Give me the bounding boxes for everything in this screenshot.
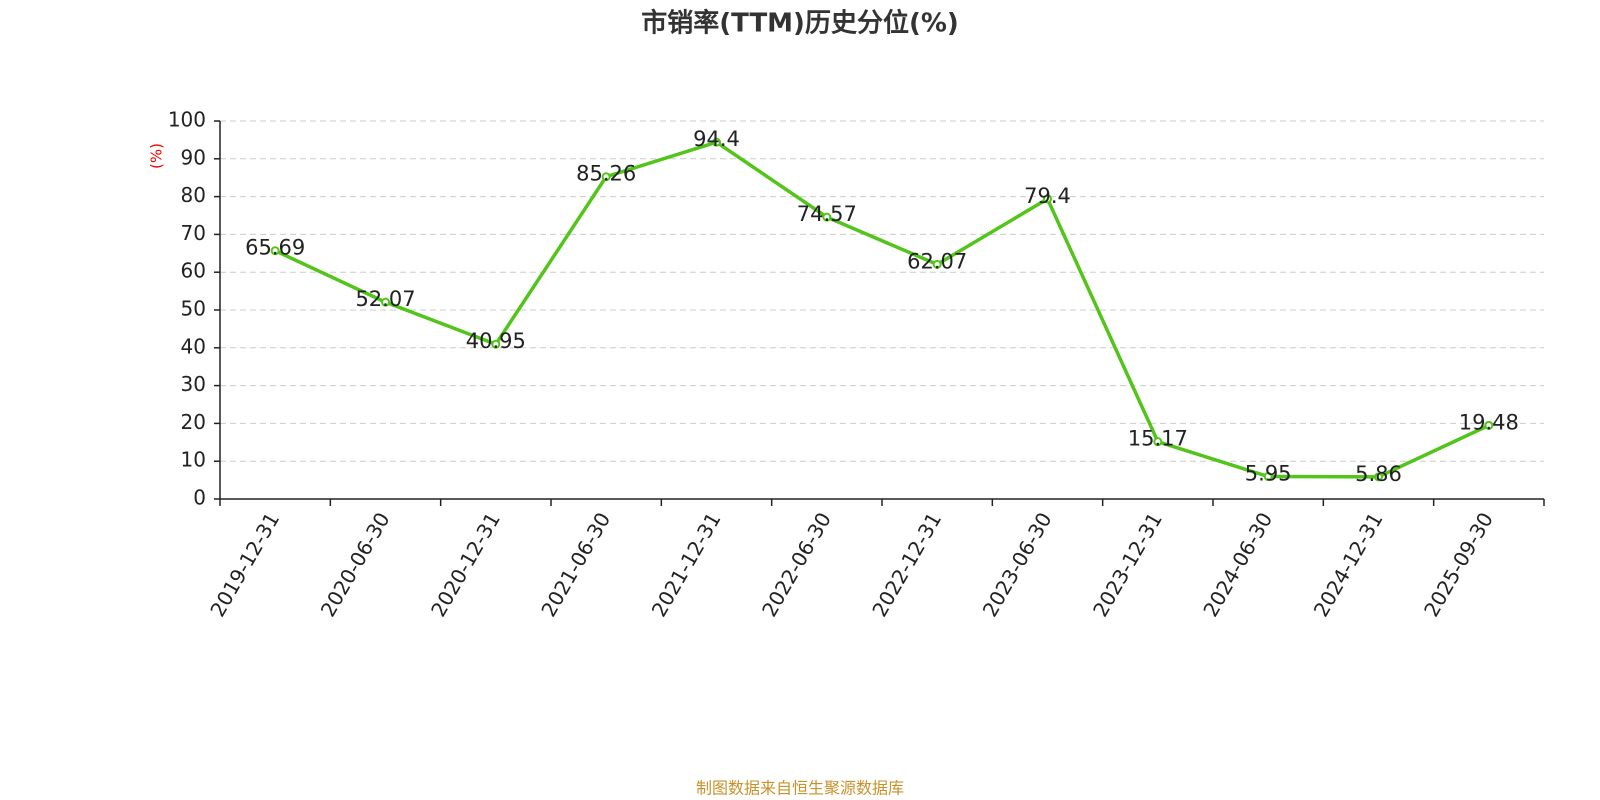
y-tick-label: 50	[181, 297, 206, 321]
data-label: 15.17	[1128, 427, 1188, 451]
point	[381, 297, 390, 307]
data-label: 74.57	[797, 202, 857, 226]
point	[1043, 194, 1052, 204]
point	[601, 172, 611, 182]
x-tick-label: 2022-06-30	[757, 508, 836, 621]
data-label: 85.26	[576, 162, 636, 186]
x-tick-label: 2020-12-31	[426, 508, 505, 621]
chart-title: 市销率(TTM)历史分位(%)	[641, 8, 959, 39]
data-label: 94.4	[693, 127, 740, 151]
source-note: 制图数据来自恒生聚源数据库	[696, 779, 904, 798]
point	[491, 339, 501, 349]
y-tick-label: 70	[181, 221, 206, 245]
point	[1374, 472, 1383, 482]
x-tick-label: 2019-12-31	[205, 508, 284, 621]
y-tick-label: 80	[181, 183, 206, 207]
x-tick-label: 2020-06-30	[316, 508, 395, 621]
x-tick-label: 2025-09-30	[1419, 508, 1498, 621]
y-tick-label: 40	[181, 334, 206, 358]
data-label: 40.95	[466, 329, 526, 353]
data-label: 62.07	[907, 249, 967, 273]
y-tick-label: 90	[181, 145, 206, 169]
point	[932, 259, 942, 269]
line	[274, 140, 1490, 479]
x-tick-label: 2024-12-31	[1309, 508, 1388, 621]
x-tick-label: 2023-06-30	[978, 508, 1057, 621]
data-label: 19.48	[1459, 410, 1519, 434]
data-label: 79.4	[1024, 184, 1071, 208]
x-tick-label: 2022-12-31	[867, 508, 946, 621]
x-tick-label: 2024-06-30	[1198, 508, 1277, 621]
x-tick-label: 2021-06-30	[536, 508, 615, 621]
y-tick-label: 60	[181, 259, 206, 283]
y-tick-label: 10	[181, 448, 206, 472]
x-tick-label: 2023-12-31	[1088, 508, 1167, 621]
data-label: 52.07	[355, 287, 415, 311]
y-axis-label: (%)	[148, 143, 166, 169]
point	[270, 246, 280, 256]
data-label: 5.86	[1355, 462, 1402, 486]
point	[712, 137, 721, 147]
y-tick-label: 20	[181, 410, 206, 434]
data-label: 65.69	[245, 236, 305, 260]
y-tick-label: 30	[181, 372, 206, 396]
data-label: 5.95	[1245, 462, 1292, 486]
y-tick-label: 0	[193, 486, 206, 510]
point	[1484, 420, 1494, 430]
point	[822, 212, 832, 222]
point	[1153, 437, 1163, 447]
x-tick-label: 2021-12-31	[647, 508, 726, 621]
point	[1263, 472, 1273, 482]
y-tick-label: 100	[168, 108, 206, 132]
